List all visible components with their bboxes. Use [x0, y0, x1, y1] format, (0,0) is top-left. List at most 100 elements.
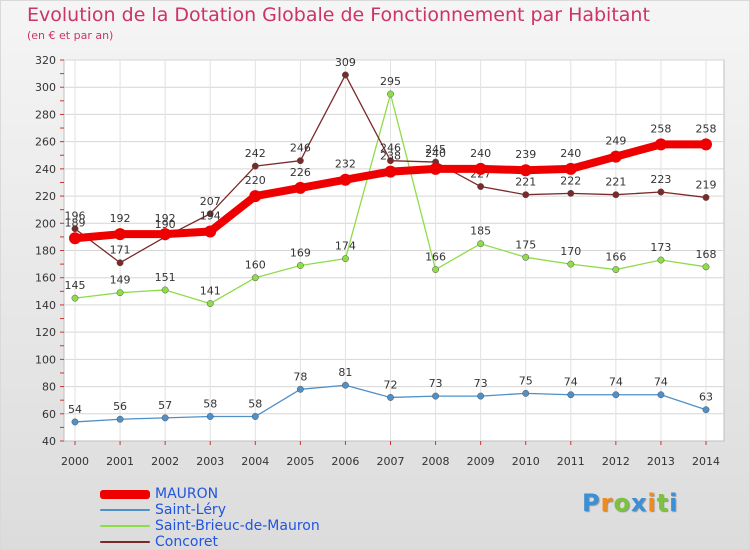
data-label: 175 [515, 238, 536, 251]
data-point [296, 385, 304, 393]
x-tick-label: 2003 [196, 455, 224, 468]
data-label: 194 [200, 209, 221, 222]
data-label: 221 [515, 176, 536, 189]
data-point [700, 138, 712, 151]
data-point [522, 191, 530, 199]
data-point [71, 294, 79, 302]
data-label: 240 [425, 147, 446, 160]
data-label: 309 [335, 56, 356, 69]
data-point [612, 266, 620, 273]
x-tick-label: 2008 [422, 455, 450, 468]
data-label: 78 [293, 370, 307, 383]
legend-item-concoret: Concoret [100, 534, 320, 550]
data-label: 220 [245, 174, 266, 187]
y-tick-label: 120 [35, 326, 56, 339]
data-point [341, 255, 349, 263]
x-tick-label: 2012 [602, 455, 630, 468]
logo-letter: P [582, 489, 601, 517]
data-label: 75 [519, 374, 533, 387]
legend-label: Saint-Brieuc-de-Mauron [155, 518, 320, 534]
legend-label: MAURON [155, 486, 219, 502]
data-label: 189 [65, 216, 86, 229]
data-label: 72 [384, 378, 398, 391]
data-label: 58 [203, 398, 217, 411]
data-point [387, 394, 394, 401]
x-tick-label: 2014 [692, 455, 720, 468]
data-point [161, 286, 169, 294]
logo-letter: r [600, 489, 614, 517]
data-label: 56 [113, 400, 127, 413]
data-point [114, 228, 127, 241]
series-saint-brieuc-de-mauron: 145 149 151 141 160 169 174 295 166 185 175 170 166 1… [65, 75, 717, 308]
data-point [339, 173, 352, 186]
data-point [702, 406, 710, 414]
data-label: 221 [605, 176, 626, 189]
data-point [251, 274, 259, 282]
data-point [71, 225, 79, 233]
data-label: 73 [429, 377, 443, 390]
data-label: 240 [470, 147, 491, 160]
data-label: 196 [65, 210, 86, 223]
data-point [567, 391, 575, 399]
data-label: 74 [654, 376, 668, 389]
data-label: 169 [290, 246, 311, 259]
y-tick-label: 60 [42, 408, 56, 421]
y-tick-label: 100 [35, 353, 56, 366]
data-label: 222 [560, 174, 581, 187]
x-tick-label: 2006 [331, 455, 359, 468]
data-label: 81 [338, 366, 352, 379]
data-point [522, 389, 530, 397]
data-point [657, 188, 665, 196]
data-label: 246 [380, 142, 401, 155]
data-label: 239 [515, 148, 536, 161]
data-point [612, 191, 620, 199]
x-tick-label: 2002 [151, 455, 179, 468]
data-point [432, 392, 440, 400]
legend-label: Concoret [155, 534, 219, 550]
data-label: 249 [605, 135, 626, 148]
data-point [387, 157, 394, 165]
data-label: 151 [155, 271, 176, 284]
data-point [159, 228, 172, 241]
y-tick-label: 280 [35, 108, 56, 121]
data-label: 223 [650, 173, 671, 186]
data-label: 242 [245, 147, 266, 160]
data-point [609, 150, 622, 163]
data-label: 219 [696, 178, 717, 191]
data-point [204, 225, 217, 238]
data-label: 63 [699, 391, 713, 404]
data-label: 54 [68, 403, 82, 416]
legend-swatch [100, 509, 150, 511]
data-label: 170 [560, 245, 581, 258]
data-point [567, 189, 575, 197]
data-point [477, 183, 485, 190]
data-label: 145 [65, 279, 86, 292]
data-label: 295 [380, 75, 401, 88]
data-label: 192 [155, 212, 176, 225]
data-label: 190 [155, 218, 176, 231]
data-point [429, 162, 442, 175]
data-point [249, 190, 262, 203]
legend-swatch [100, 541, 150, 543]
logo-letter: x [630, 489, 648, 517]
data-label: 57 [158, 399, 172, 412]
data-point [654, 138, 667, 151]
data-label: 73 [474, 377, 488, 390]
legend-label: Saint-Léry [155, 502, 226, 518]
y-tick-label: 180 [35, 245, 56, 258]
data-label: 58 [248, 398, 262, 411]
data-label: 246 [290, 142, 311, 155]
data-label: 173 [650, 241, 671, 254]
x-tick-label: 2010 [512, 455, 540, 468]
y-tick-label: 200 [35, 217, 56, 230]
data-point [384, 165, 397, 178]
data-label: 258 [650, 122, 671, 135]
x-tick-label: 2001 [106, 455, 134, 468]
data-label: 174 [335, 240, 356, 253]
y-tick-label: 300 [35, 81, 56, 94]
data-point [522, 253, 530, 261]
data-label: 232 [335, 158, 356, 171]
data-point [477, 240, 485, 248]
y-tick-label: 80 [42, 381, 56, 394]
data-point [206, 413, 214, 420]
